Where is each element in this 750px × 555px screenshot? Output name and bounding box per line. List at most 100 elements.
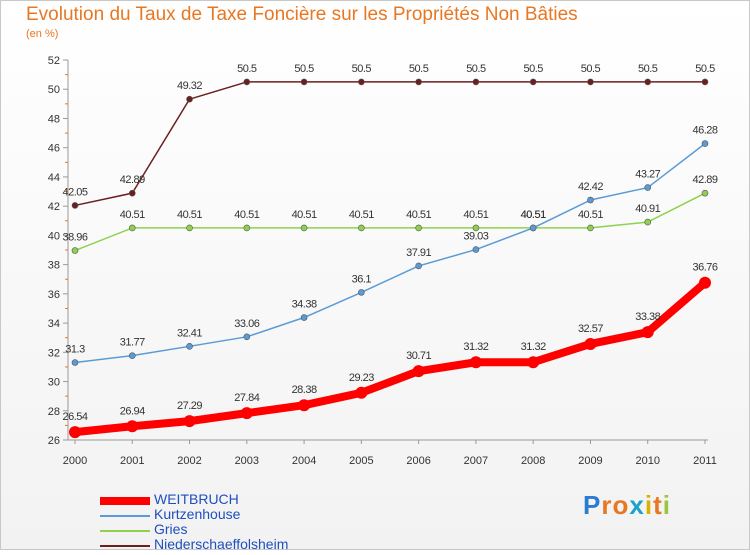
x-tick-label: 2010 <box>635 455 659 467</box>
data-point <box>300 78 308 86</box>
data-point <box>300 314 308 321</box>
series-line-gries <box>74 192 706 252</box>
data-point <box>644 78 652 86</box>
data-point <box>358 224 365 232</box>
data-label: 49.32 <box>177 80 202 92</box>
data-point <box>298 399 311 412</box>
data-point <box>240 407 253 420</box>
data-label: 40.91 <box>635 203 660 215</box>
data-point <box>529 78 537 86</box>
data-label: 40.51 <box>120 209 145 221</box>
legend-swatch <box>100 530 150 532</box>
data-label: 31.32 <box>521 341 546 353</box>
data-point <box>183 415 196 428</box>
x-tick-label: 2011 <box>693 455 717 467</box>
x-tick-label: 2004 <box>292 455 316 467</box>
data-label: 27.84 <box>234 392 259 404</box>
y-tick-label: 50 <box>48 84 60 96</box>
data-point <box>472 224 480 232</box>
legend-label: Kurtzenhouse <box>154 506 241 522</box>
data-label: 27.29 <box>177 400 202 412</box>
data-label: 38.96 <box>62 232 87 244</box>
legend-label: Gries <box>154 521 188 537</box>
x-tick-label: 2003 <box>235 455 259 467</box>
data-point <box>300 224 308 232</box>
data-label: 29.23 <box>349 372 374 384</box>
legend-label: Niederschaeffolsheim <box>154 536 289 552</box>
data-label: 26.94 <box>120 405 145 417</box>
y-tick-label: 42 <box>48 201 60 213</box>
legend-swatch <box>100 497 150 505</box>
y-tick-label: 28 <box>48 406 60 418</box>
data-point <box>71 359 79 366</box>
data-label: 50.5 <box>638 63 658 75</box>
data-label: 50.5 <box>294 63 314 75</box>
y-tick-label: 34 <box>48 318 60 330</box>
data-label: 42.89 <box>692 174 717 186</box>
data-label: 37.91 <box>406 247 431 259</box>
data-point <box>527 356 540 369</box>
data-label: 40.51 <box>463 209 488 221</box>
x-tick-label: 2006 <box>406 455 430 467</box>
data-point <box>358 78 365 86</box>
data-point <box>472 78 480 86</box>
data-label: 26.54 <box>62 411 87 423</box>
data-label: 50.5 <box>695 63 715 75</box>
y-tick-label: 44 <box>48 172 60 184</box>
y-axis-unit: (en %) <box>26 28 59 40</box>
data-point <box>415 262 422 270</box>
data-point <box>701 189 709 197</box>
x-tick-label: 2005 <box>349 455 373 467</box>
data-point <box>128 189 136 197</box>
data-point <box>529 224 537 232</box>
y-tick-label: 30 <box>48 377 60 389</box>
x-tick-label: 2000 <box>63 455 87 467</box>
data-label: 40.51 <box>521 209 546 221</box>
data-label: 40.51 <box>521 209 546 221</box>
data-label: 31.77 <box>120 337 145 349</box>
data-point <box>472 246 480 253</box>
data-point <box>243 78 251 86</box>
x-tick-label: 2002 <box>177 455 201 467</box>
data-label: 50.5 <box>581 63 601 75</box>
data-point <box>701 78 709 86</box>
y-tick-label: 40 <box>48 230 60 242</box>
data-point <box>128 352 136 359</box>
data-label: 40.51 <box>349 209 374 221</box>
legend-label: WEITBRUCH <box>154 491 239 507</box>
data-label: 50.5 <box>352 63 372 75</box>
data-point <box>186 95 193 103</box>
data-label: 50.5 <box>237 63 257 75</box>
data-point <box>358 289 365 296</box>
data-label: 42.42 <box>578 181 603 193</box>
data-label: 42.05 <box>62 186 87 198</box>
data-point <box>412 365 425 378</box>
x-tick-label: 2007 <box>464 455 488 467</box>
data-label: 31.32 <box>463 341 488 353</box>
data-label: 33.06 <box>234 318 259 330</box>
data-label: 39.03 <box>463 231 488 243</box>
data-label: 40.51 <box>292 209 317 221</box>
data-point <box>587 196 594 204</box>
data-label: 32.57 <box>578 323 603 335</box>
data-point <box>69 426 81 439</box>
data-label: 43.27 <box>635 169 660 181</box>
data-point <box>699 276 711 289</box>
y-tick-label: 26 <box>48 435 60 447</box>
series-line-kurtzenhouse <box>74 143 706 364</box>
y-tick-label: 46 <box>48 143 60 155</box>
data-point <box>243 224 251 232</box>
chart-title: Evolution du Taux de Taxe Foncière sur l… <box>26 4 578 25</box>
data-label: 30.71 <box>406 350 431 362</box>
data-label: 40.51 <box>177 209 202 221</box>
data-point <box>644 184 652 191</box>
data-point <box>701 140 709 147</box>
data-label: 50.5 <box>409 63 429 75</box>
data-label: 50.5 <box>523 63 543 75</box>
data-label: 36.76 <box>692 262 717 274</box>
series-line-weitbruch <box>74 279 708 437</box>
data-point <box>128 224 136 232</box>
data-point <box>71 247 79 254</box>
data-label: 34.38 <box>292 299 317 311</box>
